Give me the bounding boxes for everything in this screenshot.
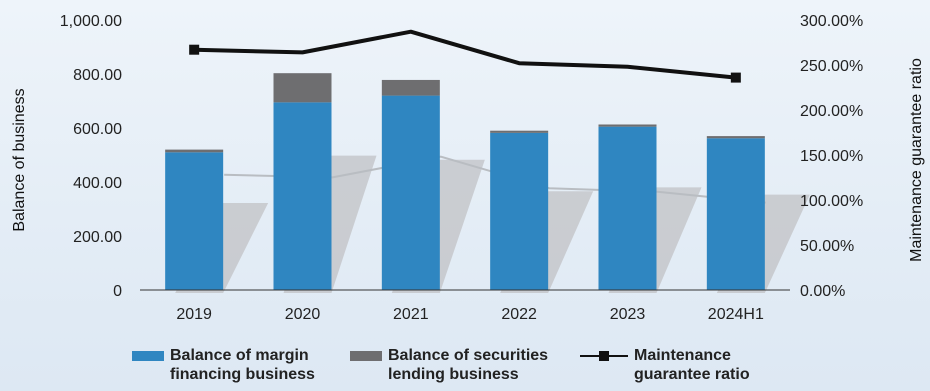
x-tick-label-2024H1: 2024H1 [708, 306, 764, 323]
x-axis-ticks: 2019 2020 2021 2022 2023 2024H1 [176, 306, 764, 323]
bar-margin-financing-2023 [598, 126, 657, 291]
y2-tick-label: 150.00% [800, 148, 863, 165]
y-tick-label: 800.00 [73, 67, 122, 84]
bar-series [165, 73, 765, 291]
legend-item-maintenance-ratio: Maintenance guarantee ratio [580, 346, 784, 384]
y2-axis-ticks: 0.00% 50.00% 100.00% 150.00% 200.00% 250.00% 3… [800, 13, 863, 300]
y-tick-label: 1,000.00 [60, 13, 122, 30]
x-tick-label-2020: 2020 [285, 306, 321, 323]
x-tick-label-2019: 2019 [176, 306, 212, 323]
bar-securities-lending-2023 [598, 124, 657, 127]
bar-margin-financing-2024H1 [706, 138, 765, 290]
legend-label-securities-lending: Balance of securities lending business [388, 347, 549, 383]
y-axis-ticks: 0 200.00 400.00 600.00 800.00 1,000.00 [60, 13, 122, 300]
y-tick-label: 200.00 [73, 229, 122, 246]
y-tick-label: 400.00 [73, 175, 122, 192]
y2-tick-label: 0.00% [800, 283, 845, 300]
y2-tick-label: 100.00% [800, 193, 863, 210]
bar-margin-financing-2022 [490, 132, 549, 290]
legend-item-margin-financing: Balance of margin financing business [132, 346, 340, 384]
legend: Balance of margin financing business Bal… [132, 346, 892, 390]
y2-tick-label: 200.00% [800, 103, 863, 120]
bar-margin-financing-2020 [273, 102, 332, 290]
x-tick-label-2021: 2021 [393, 306, 429, 323]
x-tick-label-2022: 2022 [501, 306, 537, 323]
ratio-point-2024H1 [730, 72, 741, 83]
legend-label-margin-financing: Balance of margin financing business [170, 347, 315, 383]
bar-securities-lending-2021 [381, 79, 440, 96]
y2-tick-label: 250.00% [800, 58, 863, 75]
bar-securities-lending-2022 [490, 130, 549, 133]
y-tick-label: 600.00 [73, 121, 122, 138]
bar-margin-financing-2021 [381, 95, 440, 290]
x-tick-label-2023: 2023 [610, 306, 646, 323]
bar-securities-lending-2019 [165, 149, 224, 153]
y-tick-label: 0 [113, 283, 122, 300]
bar-securities-lending-2024H1 [706, 136, 765, 139]
ratio-line-series [189, 29, 741, 83]
legend-item-securities-lending: Balance of securities lending business [350, 346, 588, 384]
legend-swatch-margin-financing [132, 351, 164, 361]
y2-axis-title: Maintenance guarantee ratio [908, 58, 925, 262]
bar-margin-financing-2019 [165, 152, 224, 290]
y2-tick-label: 50.00% [800, 238, 854, 255]
ratio-point-2019 [189, 44, 200, 55]
y-axis-title: Balance of business [11, 88, 28, 231]
y2-tick-label: 300.00% [800, 13, 863, 30]
bar-securities-lending-2020 [273, 73, 332, 103]
legend-label-maintenance-ratio: Maintenance guarantee ratio [634, 347, 750, 383]
legend-swatch-securities-lending [350, 351, 382, 361]
legend-line-marker [580, 346, 628, 366]
ratio-line [194, 29, 737, 80]
